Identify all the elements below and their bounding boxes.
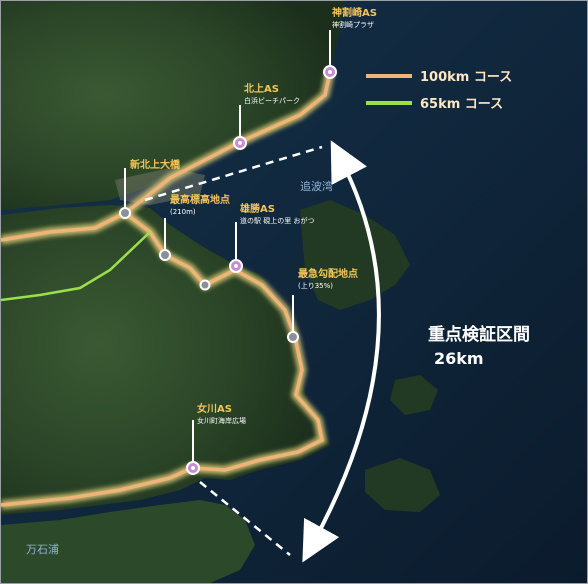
section-boundary-north xyxy=(144,145,323,202)
sub-highest-point: (210m) xyxy=(170,208,196,216)
sub-kamiwarizaki: 神割崎プラザ xyxy=(332,20,374,29)
label-kitakami: 北上AS xyxy=(244,82,279,95)
label-onagawa: 女川AS xyxy=(197,402,232,415)
legend-label-65km: 65km コース xyxy=(420,97,503,112)
pin-unnamed-point[interactable] xyxy=(199,279,211,291)
pin-kitakami[interactable] xyxy=(233,136,247,150)
pin-ogatsu[interactable] xyxy=(229,259,243,273)
label-mangoku-ura: 万石浦 xyxy=(26,543,59,556)
island-small xyxy=(390,375,438,415)
island-south-east xyxy=(365,458,440,512)
label-oppa-bay: 追波湾 xyxy=(300,179,333,193)
pin-onagawa[interactable] xyxy=(186,461,200,475)
route-100km-south[interactable] xyxy=(0,211,324,507)
land-south xyxy=(1,500,255,583)
section-boundary-south xyxy=(199,481,291,556)
label-shinkitakami-bridge: 新北上大橋 xyxy=(130,158,181,171)
label-highest-point: 最高標高地点 xyxy=(170,193,230,206)
pin-highest-point[interactable] xyxy=(159,249,171,261)
sub-steepest-point: (上り35%) xyxy=(298,281,333,290)
sub-kitakami: 白浜ビーチパーク xyxy=(244,96,300,105)
label-ogatsu: 雄勝AS xyxy=(239,202,275,215)
section-arrow xyxy=(302,140,381,563)
label-kamiwarizaki: 神割崎AS xyxy=(332,6,377,19)
pin-steepest-point[interactable] xyxy=(287,331,299,343)
pins xyxy=(119,65,337,475)
legend: 100km コース 65km コース xyxy=(366,70,512,112)
label-steepest-point: 最急勾配地点 xyxy=(298,267,358,280)
pin-shinkitakami-bridge[interactable] xyxy=(119,207,131,219)
section-title: 重点検証区間 xyxy=(428,324,530,345)
land-main xyxy=(1,205,330,515)
sub-onagawa: 女川町海岸広場 xyxy=(197,416,246,425)
section-distance: 26km xyxy=(434,349,484,368)
sub-ogatsu: 道の駅 硯上の里 おがつ xyxy=(240,216,314,225)
land-north xyxy=(1,1,345,210)
legend-label-100km: 100km コース xyxy=(420,70,512,85)
route-100km-north[interactable] xyxy=(0,71,332,242)
route-65km-branch[interactable] xyxy=(0,231,151,302)
pin-kamiwarizaki[interactable] xyxy=(323,65,337,79)
